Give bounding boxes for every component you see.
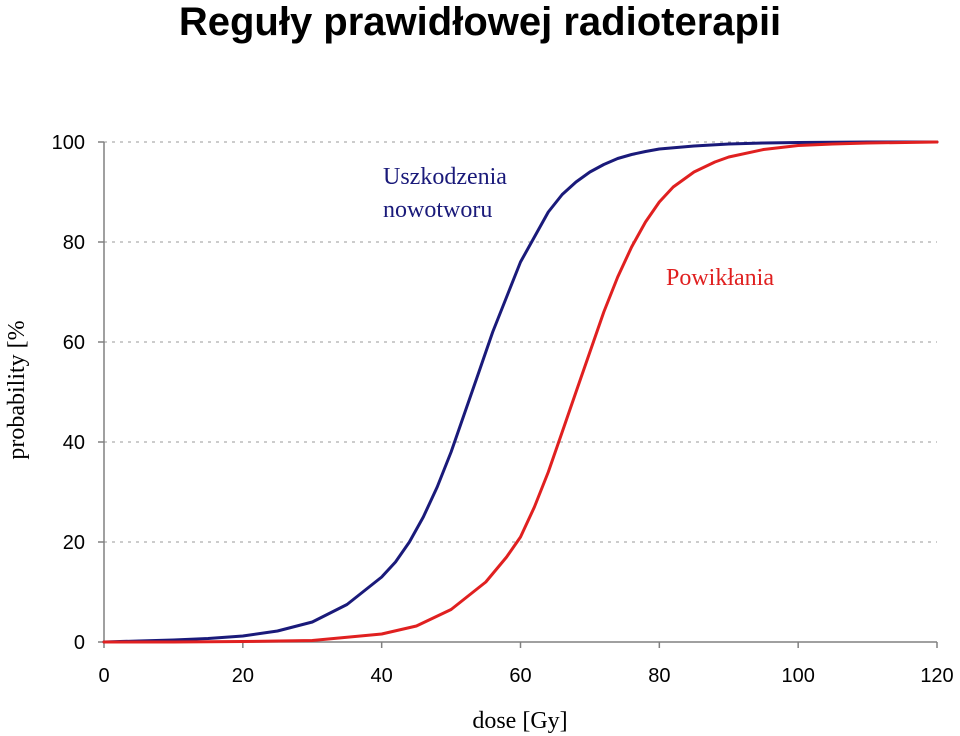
x-tick-labels: 0 20 40 60 80 100 120 [98, 665, 953, 687]
annotation-line: Uszkodzenia [383, 164, 507, 190]
y-tick-labels: 0 20 40 60 80 100 [52, 132, 85, 654]
series-line-tumor-damage [102, 140, 939, 644]
x-tick-label: 0 [98, 665, 109, 687]
x-tick-label: 40 [371, 665, 393, 687]
y-tick-label: 60 [63, 332, 85, 354]
grid-lines [104, 141, 937, 543]
x-tick-label: 20 [232, 665, 254, 687]
annotation-line: Powikłania [666, 265, 774, 291]
y-tick-label: 40 [63, 432, 85, 454]
y-tick-label: 0 [74, 632, 85, 654]
series-line-complications [102, 140, 939, 644]
x-tick-label: 60 [509, 665, 531, 687]
annotations: Uszkodzenia nowotworu Powikłania [383, 164, 774, 291]
annotation-line: nowotworu [383, 197, 492, 223]
annotation-label: Uszkodzenia nowotworu [383, 164, 507, 223]
x-tick-label: 120 [920, 665, 953, 687]
x-tick-label: 100 [781, 665, 814, 687]
series-lines [102, 140, 939, 644]
y-tick-label: 20 [63, 532, 85, 554]
y-tick-label: 80 [63, 232, 85, 254]
x-axis-title: dose [Gy] [472, 708, 567, 734]
axes [98, 141, 938, 648]
x-tick-label: 80 [648, 665, 670, 687]
y-axis-title: probability [% [4, 320, 30, 459]
y-tick-label: 100 [52, 132, 85, 154]
annotation-label: Powikłania [666, 265, 774, 291]
page-title: Reguły prawidłowej radioterapii [178, 0, 782, 44]
